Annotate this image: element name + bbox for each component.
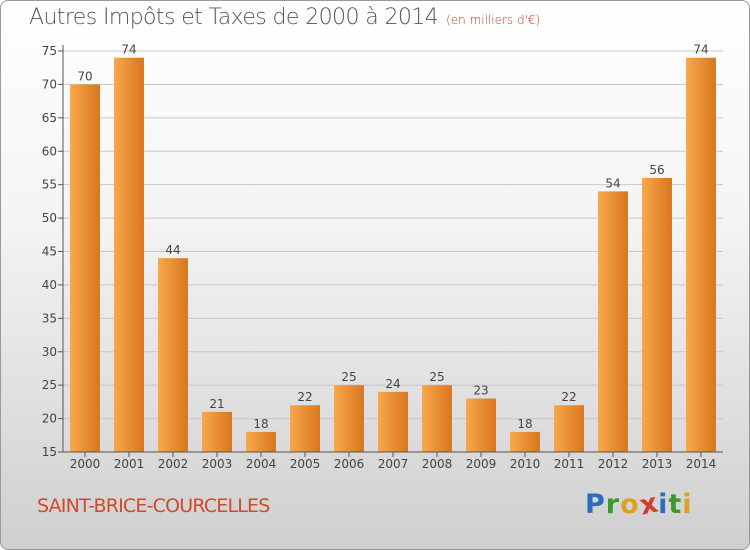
bar	[378, 391, 408, 452]
y-tick-label: 55	[42, 178, 57, 192]
bar-value-label: 24	[385, 377, 400, 391]
bar	[422, 385, 452, 452]
logo-letter: i	[658, 489, 669, 520]
x-tick-label: 2009	[466, 457, 497, 471]
logo-letter: r	[605, 489, 621, 520]
bar	[466, 398, 496, 452]
y-tick-label: 45	[42, 245, 57, 259]
bar-value-label: 56	[649, 163, 664, 177]
bar	[554, 405, 584, 452]
bar-value-label: 54	[605, 176, 620, 190]
x-tick-label: 2005	[290, 457, 321, 471]
bar-value-label: 25	[341, 370, 356, 384]
y-tick-label: 20	[42, 412, 57, 426]
bar	[290, 405, 320, 452]
bar	[598, 191, 628, 452]
chart-subtitle: (en milliers d'€)	[446, 13, 541, 27]
y-tick-label: 25	[42, 378, 57, 392]
proxiti-logo: Proxiti	[585, 487, 693, 521]
bar-value-label: 22	[297, 390, 312, 404]
x-tick-label: 2014	[686, 457, 717, 471]
bar	[114, 57, 144, 452]
axes: 15 20 25 30 35 40 45 50 55 60 65 70 75 2000 2001 2002 20…	[42, 44, 723, 471]
bar-value-label: 18	[517, 417, 532, 431]
bar-value-label: 70	[77, 69, 92, 83]
bar-value-label: 22	[561, 390, 576, 404]
logo-letter: P	[585, 489, 606, 520]
x-tick-label: 2002	[158, 457, 189, 471]
bar	[686, 57, 716, 452]
bar	[334, 385, 364, 452]
bar-value-label: 23	[473, 384, 488, 398]
bar	[70, 84, 100, 453]
y-tick-label: 75	[42, 44, 57, 58]
y-tick-label: 40	[42, 278, 57, 292]
x-tick-label: 2011	[554, 457, 585, 471]
y-tick-label: 50	[42, 211, 57, 225]
data-labels: 70 74 44 21 18 22 25 24 25 23 18 22 54 56 74	[77, 43, 708, 431]
x-tick-label: 2007	[378, 457, 409, 471]
bar	[202, 411, 232, 452]
bar	[642, 177, 672, 452]
x-tick-label: 2000	[70, 457, 101, 471]
bar-value-label: 74	[121, 43, 136, 57]
x-tick-label: 2013	[642, 457, 673, 471]
bar-value-label: 44	[165, 243, 180, 257]
y-tick-label: 60	[42, 144, 57, 158]
bars	[70, 57, 716, 453]
y-tick-label: 65	[42, 111, 57, 125]
commune-name: SAINT-BRICE-COURCELLES	[37, 495, 270, 517]
x-tick-label: 2004	[246, 457, 277, 471]
bar-value-label: 18	[253, 417, 268, 431]
x-tick-label: 2010	[510, 457, 541, 471]
x-tick-label: 2003	[202, 457, 233, 471]
x-tick-label: 2001	[114, 457, 145, 471]
logo-letter: o	[620, 489, 640, 520]
bar-value-label: 74	[693, 43, 708, 57]
bar	[246, 431, 276, 452]
y-tick-label: 30	[42, 345, 57, 359]
y-tick-label: 15	[42, 445, 57, 459]
x-tick-label: 2012	[598, 457, 629, 471]
logo-letter: t	[668, 489, 683, 520]
x-tick-label: 2006	[334, 457, 365, 471]
logo-letter: i	[682, 489, 693, 520]
y-tick-label: 35	[42, 311, 57, 325]
chart-title: Autres Impôts et Taxes de 2000 à 2014 (en…	[29, 5, 540, 30]
bar	[510, 431, 540, 452]
bar-value-label: 21	[209, 397, 224, 411]
bar-value-label: 25	[429, 370, 444, 384]
y-tick-label: 70	[42, 77, 57, 91]
bar	[158, 258, 188, 452]
chart-title-text: Autres Impôts et Taxes de 2000 à 2014	[29, 5, 439, 30]
x-tick-label: 2008	[422, 457, 453, 471]
